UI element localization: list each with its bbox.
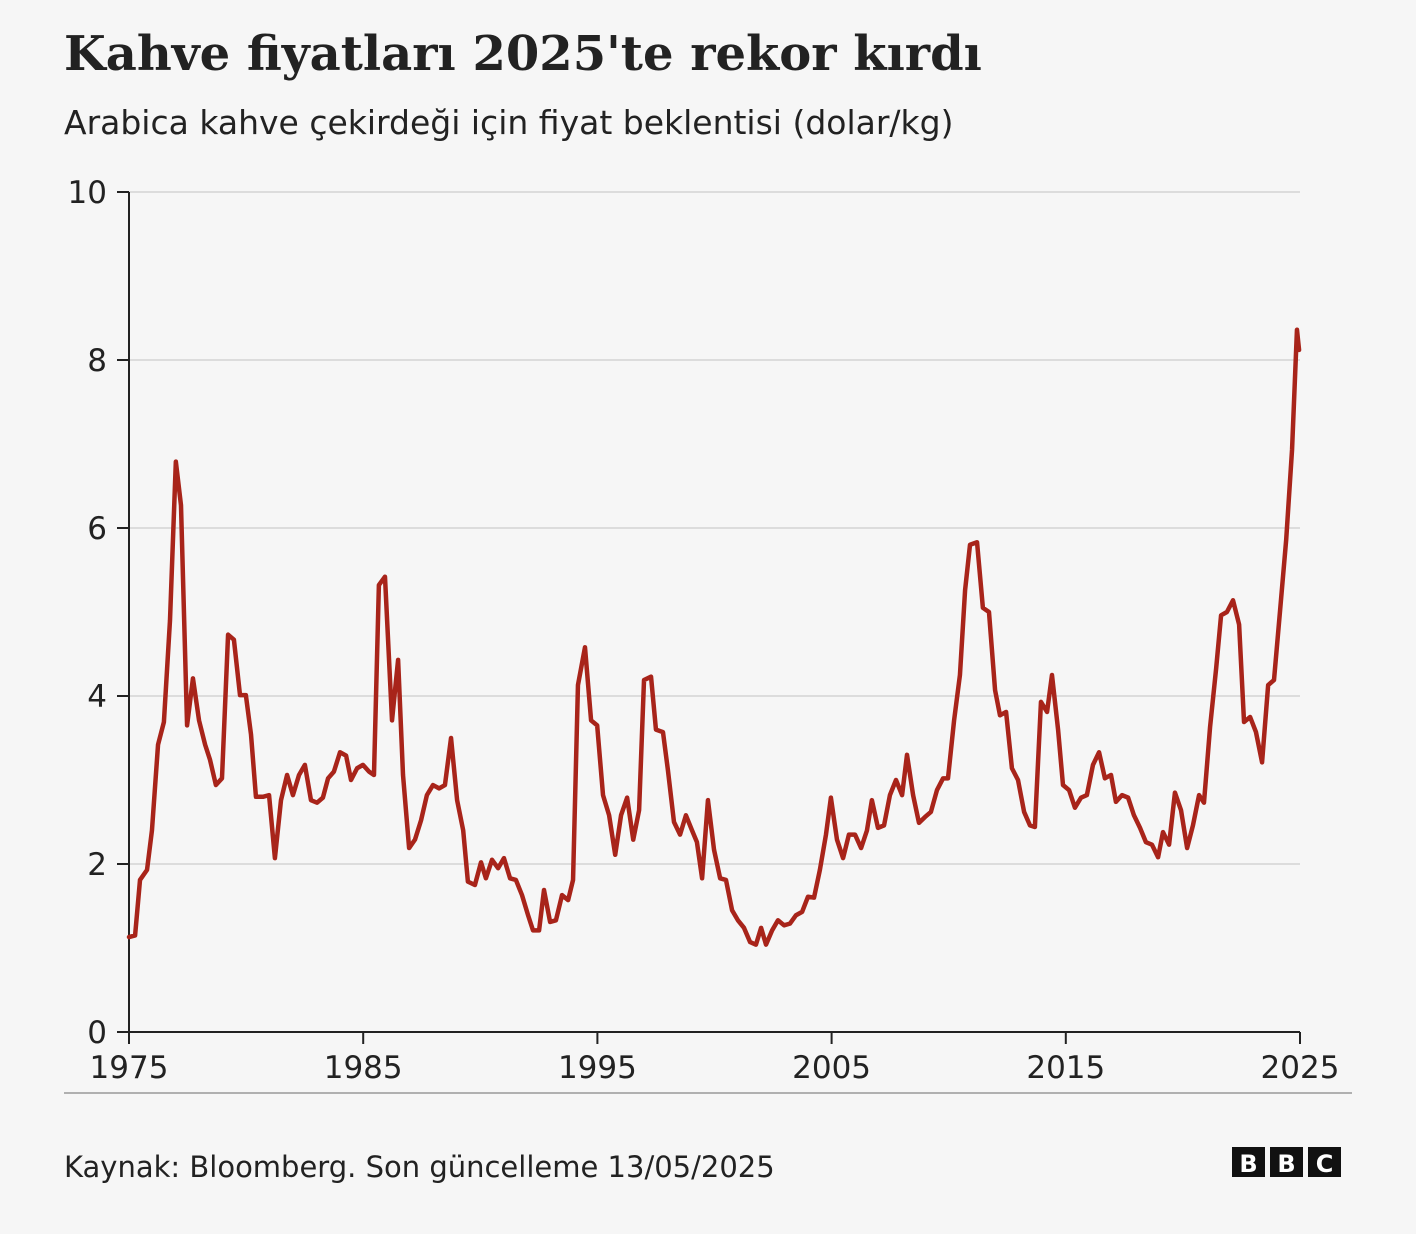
- chart-title: Kahve fiyatları 2025'te rekor kırdı: [64, 26, 982, 82]
- y-tick-label: 0: [87, 1015, 107, 1051]
- x-tick-label: 1975: [90, 1050, 169, 1086]
- logo-box: [1308, 1147, 1341, 1177]
- logo-letter: C: [1316, 1150, 1334, 1178]
- y-tick-label: 8: [87, 343, 107, 379]
- x-tick-label: 2015: [1026, 1050, 1105, 1086]
- x-tick-label: 2005: [792, 1050, 871, 1086]
- y-tick-label: 4: [87, 679, 107, 715]
- y-tick-label: 6: [87, 511, 107, 547]
- price-line: [126, 327, 1302, 947]
- x-tick-label: 1995: [558, 1050, 637, 1086]
- logo-letter: B: [1239, 1150, 1257, 1178]
- logo-box: [1270, 1147, 1303, 1177]
- logo-box: [1232, 1147, 1265, 1177]
- x-tick-label: 2025: [1261, 1050, 1340, 1086]
- logo-letter: B: [1277, 1150, 1295, 1178]
- y-tick-label: 2: [87, 847, 107, 883]
- source-note: Kaynak: Bloomberg. Son güncelleme 13/05/…: [64, 1150, 775, 1184]
- chart-subtitle: Arabica kahve çekirdeği için fiyat bekle…: [64, 103, 953, 142]
- y-tick-label: 10: [68, 175, 107, 211]
- x-tick-label: 1985: [324, 1050, 403, 1086]
